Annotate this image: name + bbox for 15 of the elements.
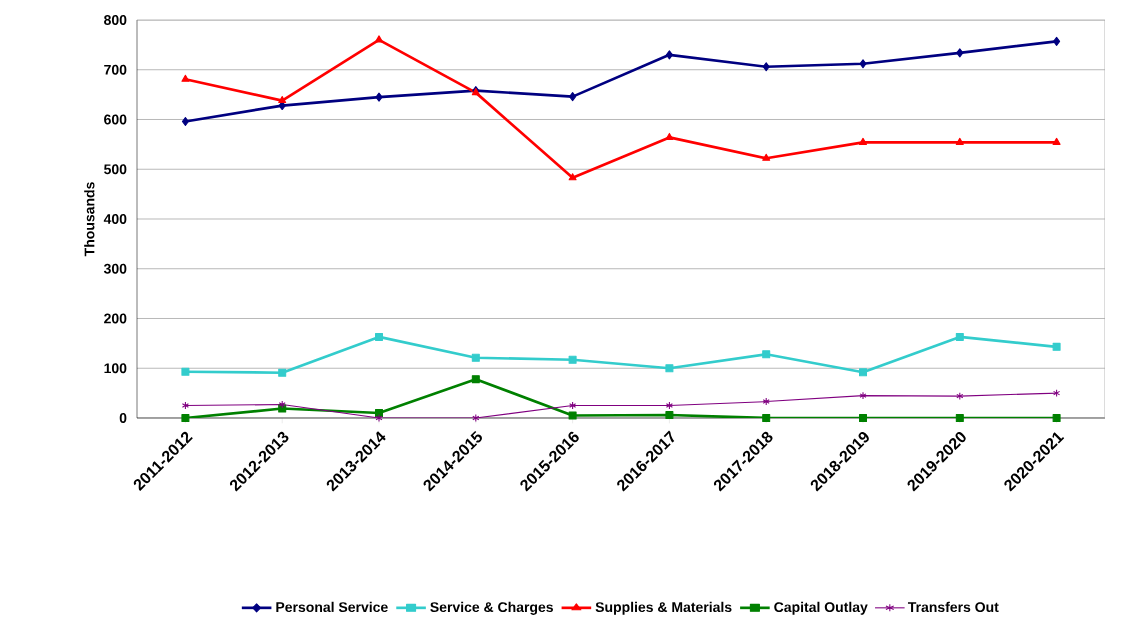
y-tick-label: 400 (103, 214, 127, 224)
y-tick-label: 800 (104, 15, 127, 25)
y-tick-label: 0 (119, 413, 127, 423)
legend-label: Transfers Out (907, 601, 999, 613)
y-tick-label: 500 (104, 164, 127, 175)
y-tick-label: 200 (104, 313, 127, 324)
y-tick-label: 600 (104, 114, 127, 125)
legend-label: Personal Service (276, 601, 388, 613)
y-axis-title: Thousands (84, 182, 95, 257)
legend-label: Supplies & Materials (595, 601, 732, 615)
legend-label: Capital Outlay (774, 601, 868, 615)
legend-label: Service & Charges (430, 601, 553, 615)
y-tick-label: 700 (104, 64, 127, 75)
y-tick-label: 100 (104, 363, 127, 374)
y-tick-label: 300 (103, 263, 127, 274)
